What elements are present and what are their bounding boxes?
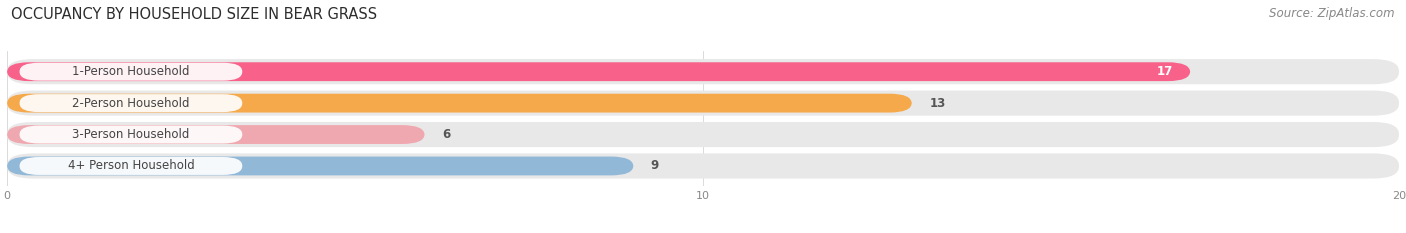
- Text: 1-Person Household: 1-Person Household: [72, 65, 190, 78]
- FancyBboxPatch shape: [20, 126, 242, 144]
- Text: OCCUPANCY BY HOUSEHOLD SIZE IN BEAR GRASS: OCCUPANCY BY HOUSEHOLD SIZE IN BEAR GRAS…: [11, 7, 377, 22]
- Text: 2-Person Household: 2-Person Household: [72, 97, 190, 110]
- Text: 13: 13: [929, 97, 945, 110]
- FancyBboxPatch shape: [20, 157, 242, 175]
- FancyBboxPatch shape: [7, 125, 425, 144]
- FancyBboxPatch shape: [20, 94, 242, 112]
- FancyBboxPatch shape: [7, 153, 1399, 178]
- FancyBboxPatch shape: [7, 91, 1399, 116]
- Text: 17: 17: [1157, 65, 1173, 78]
- Text: 9: 9: [651, 159, 659, 172]
- Text: 4+ Person Household: 4+ Person Household: [67, 159, 194, 172]
- FancyBboxPatch shape: [20, 63, 242, 81]
- FancyBboxPatch shape: [7, 157, 633, 175]
- Text: 6: 6: [441, 128, 450, 141]
- FancyBboxPatch shape: [7, 62, 1191, 81]
- FancyBboxPatch shape: [7, 59, 1399, 84]
- FancyBboxPatch shape: [7, 94, 912, 113]
- Text: Source: ZipAtlas.com: Source: ZipAtlas.com: [1270, 7, 1395, 20]
- FancyBboxPatch shape: [7, 122, 1399, 147]
- Text: 3-Person Household: 3-Person Household: [72, 128, 190, 141]
